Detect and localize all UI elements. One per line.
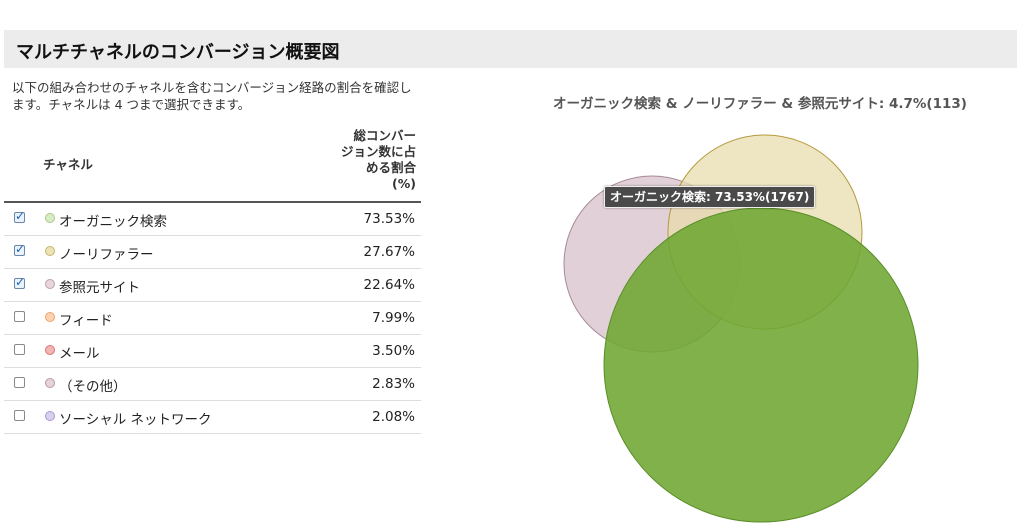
channel-percentage: 7.99%: [372, 310, 415, 326]
channel-label: ノーリファラー: [59, 247, 154, 263]
table-row: 参照元サイト 22.64%: [4, 269, 421, 302]
section-header: マルチチャネルのコンバージョン概要図: [4, 30, 1017, 68]
channel-color-dot: [45, 411, 55, 421]
channel-label: ソーシャル ネットワーク: [59, 412, 212, 428]
channel-percentage: 2.08%: [372, 409, 415, 425]
channel-percentage: 27.67%: [363, 244, 415, 260]
column-header-channel[interactable]: チャネル: [43, 157, 93, 172]
channel-checkbox[interactable]: [14, 410, 25, 421]
channel-label: フィード: [59, 313, 113, 329]
table-header-divider: [4, 201, 421, 203]
table-row: フィード 7.99%: [4, 302, 421, 335]
channel-color-dot: [45, 378, 55, 388]
channel-checkbox[interactable]: [14, 344, 25, 355]
table-row: ソーシャル ネットワーク 2.08%: [4, 401, 421, 434]
venn-circle-organic-search[interactable]: [603, 207, 919, 523]
table-row: ノーリファラー 27.67%: [4, 236, 421, 269]
channel-percentage: 73.53%: [363, 211, 415, 227]
channel-percentage: 2.83%: [372, 376, 415, 392]
channel-label: （その他）: [59, 379, 127, 395]
channel-color-dot: [45, 312, 55, 322]
channel-label: 参照元サイト: [59, 280, 140, 296]
page-title: マルチチャネルのコンバージョン概要図: [16, 42, 340, 63]
table-row: オーガニック検索 73.53%: [4, 203, 421, 236]
venn-title: オーガニック検索 & ノーリファラー & 参照元サイト: 4.7%(113): [553, 96, 967, 112]
channel-label: オーガニック検索: [59, 214, 167, 230]
channel-percentage: 3.50%: [372, 343, 415, 359]
table-row: （その他） 2.83%: [4, 368, 421, 401]
channel-color-dot: [45, 279, 55, 289]
channel-checkbox[interactable]: [14, 377, 25, 388]
channel-checkbox[interactable]: [14, 242, 25, 256]
channel-checkbox[interactable]: [14, 209, 25, 223]
venn-tooltip: オーガニック検索: 73.53%(1767): [604, 186, 816, 208]
channel-table: オーガニック検索 73.53% ノーリファラー 27.67% 参照元サイト 22.64% フ…: [4, 203, 421, 434]
channel-checkbox[interactable]: [14, 275, 25, 289]
channel-color-dot: [45, 345, 55, 355]
channel-label: メール: [59, 346, 100, 362]
column-header-percentage[interactable]: 総コンバー ジョン数に占 める割合 (%): [340, 128, 416, 191]
channel-color-dot: [45, 213, 55, 223]
channel-color-dot: [45, 246, 55, 256]
description-text: 以下の組み合わせのチャネルを含むコンバージョン経路の割合を確認します。チャネルは…: [12, 80, 412, 112]
table-row: メール 3.50%: [4, 335, 421, 368]
channel-checkbox[interactable]: [14, 311, 25, 322]
channel-percentage: 22.64%: [363, 277, 415, 293]
